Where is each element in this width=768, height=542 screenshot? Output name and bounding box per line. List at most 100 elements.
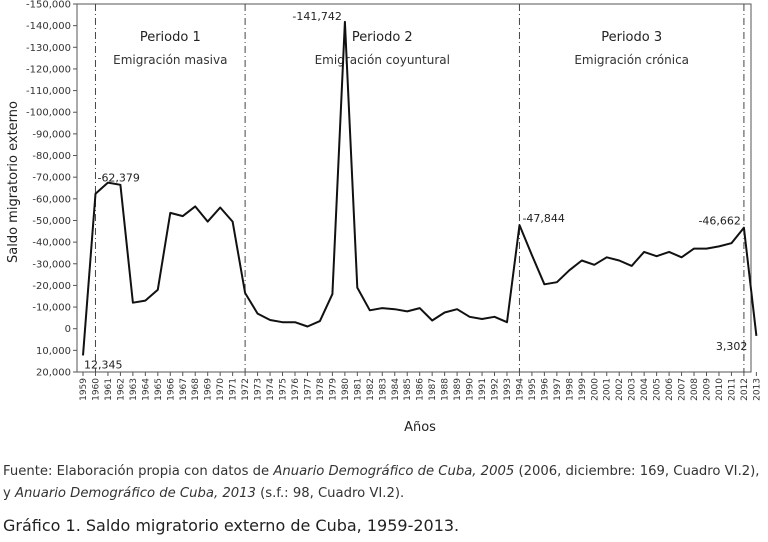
x-tick-label: 1962 — [116, 378, 126, 401]
x-tick-label: 1991 — [478, 378, 488, 401]
data-label: -47,844 — [522, 212, 564, 225]
y-tick-label: 10,000 — [36, 346, 71, 357]
period-subtitle: Emigración coyuntural — [315, 53, 450, 67]
x-tick-label: 1981 — [353, 378, 363, 401]
y-tick-label: -60,000 — [32, 194, 71, 205]
x-tick-label: 2012 — [740, 378, 750, 401]
x-tick-label: 1983 — [378, 378, 388, 401]
x-tick-label: 1982 — [366, 378, 376, 401]
source-note: Fuente: Elaboración propia con datos de … — [3, 461, 768, 505]
x-tick-label: 1996 — [540, 378, 550, 401]
data-label: -141,742 — [292, 10, 341, 23]
x-tick-label: 1960 — [91, 378, 101, 401]
y-tick-label: 0 — [65, 324, 71, 335]
y-tick-label: -50,000 — [32, 216, 71, 227]
plot-frame — [76, 3, 752, 373]
y-tick-label: -20,000 — [32, 281, 71, 292]
period-subtitle: Emigración crónica — [574, 53, 689, 67]
series-line — [82, 20, 758, 356]
x-tick-label: 1992 — [491, 378, 501, 401]
data-label: -46,662 — [698, 215, 740, 228]
y-tick-label: -100,000 — [26, 108, 71, 119]
source-prefix: Fuente: Elaboración propia con datos de — [3, 464, 274, 479]
period-title: Periodo 1 — [140, 30, 201, 45]
x-tick-label: 2010 — [715, 378, 725, 401]
x-tick-label: 2004 — [640, 378, 650, 401]
data-annotations: 12,345 -62,379 -141,742 -47,844 -46,662 3,302 — [84, 10, 747, 372]
x-tick-label: 1990 — [466, 378, 476, 401]
x-tick-label: 2005 — [653, 378, 663, 401]
source-title-2005: Anuario Demográfico de Cuba, 2005 — [273, 464, 515, 479]
x-tick-label: 1968 — [191, 378, 201, 401]
x-tick-label: 1974 — [266, 378, 276, 401]
x-tick-label: 1998 — [565, 378, 575, 401]
source-title-2013: Anuario Demográfico de Cuba, 2013 — [15, 486, 256, 501]
period-labels: Periodo 1 Emigración masiva Periodo 2 Emigr… — [113, 30, 689, 67]
data-label: 3,302 — [716, 340, 748, 353]
y-tick-label: -120,000 — [26, 64, 71, 75]
x-tick-label: 2008 — [690, 378, 700, 401]
period-subtitle: Emigración masiva — [113, 53, 227, 67]
x-tick-label: 1964 — [141, 378, 151, 401]
x-tick-label: 1979 — [328, 378, 338, 401]
x-tick-label: 2007 — [678, 378, 688, 401]
y-tick-label: -140,000 — [26, 21, 71, 32]
x-tick-label: 1975 — [279, 378, 289, 401]
y-tick-label: -130,000 — [26, 43, 71, 54]
x-tick-label: 2013 — [752, 378, 762, 401]
y-tick-label: -70,000 — [32, 173, 71, 184]
period-title: Periodo 2 — [352, 30, 413, 45]
x-tick-label: 2003 — [628, 378, 638, 401]
x-tick-label: 1995 — [528, 378, 538, 401]
x-tick-label: 1970 — [216, 378, 226, 401]
y-tick-label: -150,000 — [26, 0, 71, 11]
x-tick-label: 1977 — [303, 378, 313, 401]
data-label: -62,379 — [97, 172, 139, 185]
data-label: 12,345 — [84, 358, 123, 371]
x-tick-label: 1976 — [291, 378, 301, 401]
x-tick-label: 1978 — [316, 378, 326, 401]
source-suffix: (s.f.: 98, Cuadro VI.2). — [255, 486, 405, 501]
x-tick-label: 1993 — [503, 378, 513, 401]
x-tick-label: 2009 — [703, 378, 713, 401]
y-tick-label: -10,000 — [32, 303, 71, 314]
figure-caption: Gráfico 1. Saldo migratorio externo de C… — [3, 516, 460, 535]
x-tick-label: 1963 — [129, 378, 139, 401]
y-axis-title: Saldo migratorio externo — [6, 101, 21, 263]
x-tick-label: 1966 — [166, 378, 176, 401]
x-tick-label: 1973 — [254, 378, 264, 401]
x-tick-label: 1967 — [179, 378, 189, 401]
y-tick-label: -110,000 — [26, 86, 71, 97]
x-tick-label: 2000 — [590, 378, 600, 401]
x-tick-label: 1988 — [441, 378, 451, 401]
y-tick-label: -90,000 — [32, 129, 71, 140]
x-tick-label: 1986 — [416, 378, 426, 401]
x-tick-label: 1972 — [241, 378, 251, 401]
x-tick-label: 2006 — [665, 378, 675, 401]
x-tick-label: 1987 — [428, 378, 438, 401]
x-tick-label: 2002 — [615, 378, 625, 401]
y-tick-label: -30,000 — [32, 259, 71, 270]
x-tick-label: 1971 — [229, 378, 239, 401]
source-mid: (2006, diciembre: 169, Cuadro VI.2), y — [3, 464, 760, 501]
x-tick-label: 1980 — [341, 378, 351, 401]
y-tick-label: 20,000 — [36, 368, 71, 379]
x-tick-label: 1997 — [553, 378, 563, 401]
y-tick-label: -80,000 — [32, 151, 71, 162]
x-tick-label: 1999 — [578, 378, 588, 401]
x-axis-title: Años — [404, 420, 436, 435]
x-tick-label: 2001 — [603, 378, 613, 401]
y-tick-label: -40,000 — [32, 238, 71, 249]
period-dividers — [94, 4, 745, 372]
y-axis-ticks: -150,000 -140,000 -130,000 -120,000 -110,000… — [26, 0, 77, 379]
x-tick-label: 1985 — [403, 378, 413, 401]
x-tick-label: 1969 — [204, 378, 214, 401]
migration-chart: -150,000 -140,000 -130,000 -120,000 -110,000… — [6, 0, 762, 435]
x-axis-ticks: 1959 1960 1961 1962 1963 1964 1965 1966 1967 1968… — [79, 372, 762, 401]
x-tick-label: 1989 — [453, 378, 463, 401]
x-tick-label: 1984 — [391, 378, 401, 401]
x-tick-label: 1965 — [154, 378, 164, 401]
x-tick-label: 1961 — [104, 378, 114, 401]
x-tick-label: 2011 — [727, 378, 737, 401]
x-tick-label: 1959 — [79, 378, 89, 401]
